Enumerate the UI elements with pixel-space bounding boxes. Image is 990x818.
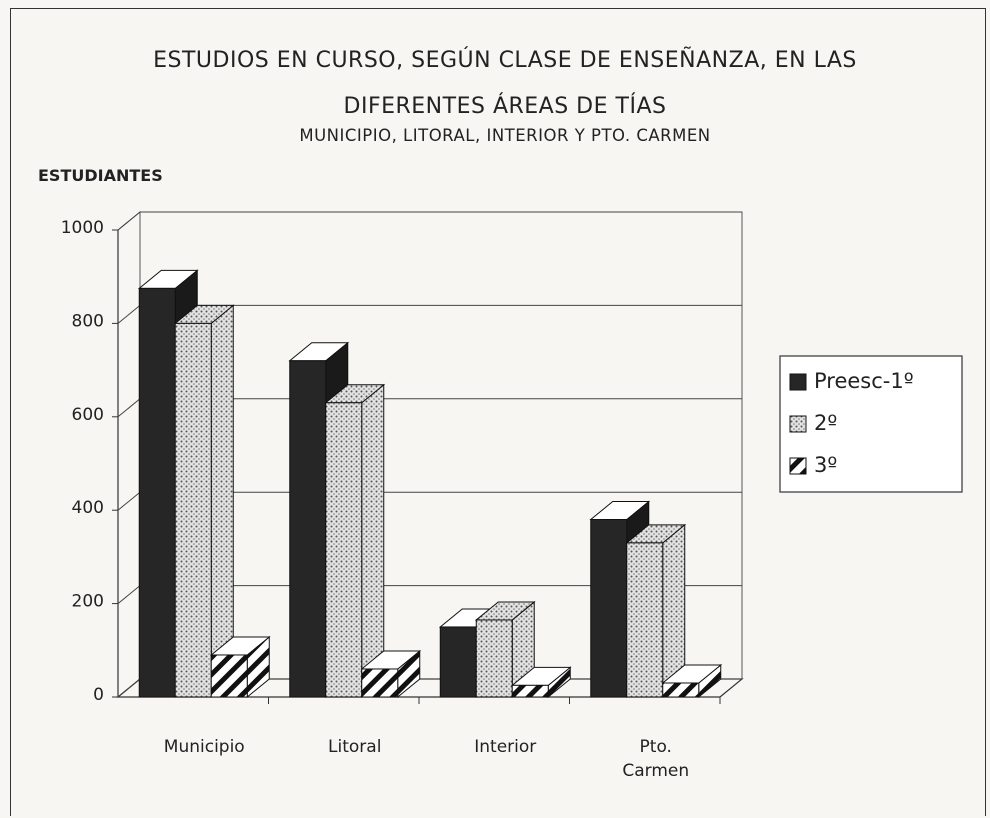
bar bbox=[439, 626, 477, 698]
legend-label: 3º bbox=[814, 453, 837, 477]
bar bbox=[210, 654, 248, 698]
legend-label: Preesc-1º bbox=[814, 369, 914, 393]
y-tick-label: 800 bbox=[72, 311, 104, 331]
legend-label: 2º bbox=[814, 411, 837, 435]
bar bbox=[174, 322, 212, 698]
x-tick-label: Litoral bbox=[328, 737, 382, 757]
y-axis-label: ESTUDIANTES bbox=[38, 166, 163, 185]
legend-box bbox=[779, 355, 963, 493]
bar bbox=[475, 619, 513, 698]
side-wall bbox=[117, 210, 141, 699]
x-tick-label: Interior bbox=[474, 737, 537, 757]
bar-side bbox=[361, 383, 385, 699]
bar bbox=[361, 668, 399, 698]
bar bbox=[325, 402, 363, 698]
bar bbox=[626, 542, 664, 698]
y-tick-label: 400 bbox=[72, 498, 104, 518]
y-tick-label: 1000 bbox=[61, 218, 104, 238]
chart-title: ESTUDIOS EN CURSO, SEGÚN CLASE DE ENSEÑA… bbox=[153, 48, 857, 119]
legend-swatch bbox=[789, 415, 807, 433]
grid-line bbox=[117, 211, 742, 231]
bar bbox=[138, 287, 176, 698]
y-tick-label: 600 bbox=[72, 405, 104, 425]
bar bbox=[590, 519, 628, 698]
bar bbox=[662, 682, 700, 698]
x-tick-label: Municipio bbox=[163, 737, 245, 757]
legend-swatch bbox=[789, 373, 807, 391]
legend-swatch bbox=[789, 457, 807, 475]
frame bbox=[10, 8, 986, 816]
chart-subtitle: MUNICIPIO, LITORAL, INTERIOR Y PTO. CARM… bbox=[299, 126, 711, 145]
bar bbox=[289, 360, 327, 698]
y-tick-label: 0 bbox=[93, 685, 104, 705]
y-tick-label: 200 bbox=[72, 592, 104, 612]
x-tick-label: Pto. Carmen bbox=[622, 737, 690, 781]
bar bbox=[511, 684, 549, 698]
bar-side bbox=[210, 304, 234, 699]
